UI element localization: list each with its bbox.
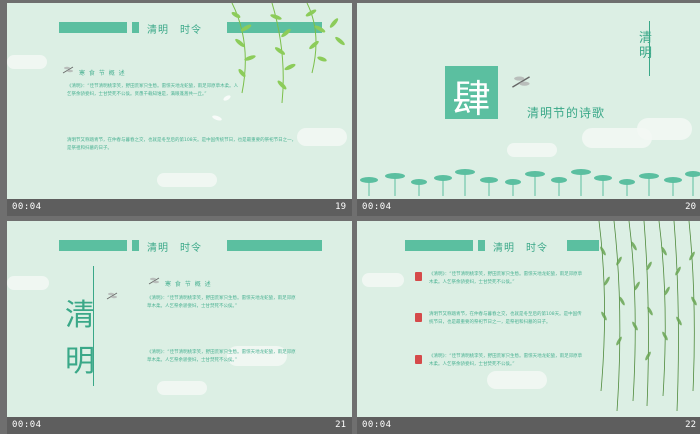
slide-footer: 00:04 22 xyxy=(357,417,700,434)
section-subtitle: 寒 食 节 概 述 xyxy=(79,70,126,77)
header-square xyxy=(132,22,139,33)
willow-branch-illustration xyxy=(212,3,345,121)
header-title: 清明 时令 xyxy=(493,243,548,254)
cloud-decoration xyxy=(227,346,287,366)
slide-number: 22 xyxy=(685,420,696,430)
slide-canvas: 肆 清明节的诗歌 清明 xyxy=(357,3,700,199)
cloud-decoration xyxy=(637,118,692,140)
cloud-decoration xyxy=(157,173,217,187)
cloud-decoration xyxy=(297,128,347,146)
cloud-decoration xyxy=(7,276,49,290)
dragonfly-icon xyxy=(512,76,530,88)
slide-footer: 00:04 20 xyxy=(357,199,700,216)
vertical-title: 清明 xyxy=(639,31,653,61)
cloud-decoration xyxy=(507,143,557,157)
body-paragraph-1: 《清明》：“佳节清明桃李笑，野田荒冢只生愁。雷惊天地龙蛇蛰，雨足郊原草木柔。人乞… xyxy=(429,272,583,285)
header-square xyxy=(478,240,485,251)
header-title: 清明 时令 xyxy=(147,25,202,36)
section-number-box xyxy=(445,66,498,119)
section-number-char: 肆 xyxy=(452,77,491,121)
seal-stamp-icon xyxy=(415,355,422,364)
willow-tree-illustration xyxy=(598,221,697,412)
slide-canvas: 清明 时令 xyxy=(7,3,352,199)
section-subtitle: 寒 食 节 概 述 xyxy=(165,281,212,288)
slide-timing: 00:04 xyxy=(362,420,392,430)
lotus-leaves-illustration xyxy=(360,169,700,196)
vertical-title-line xyxy=(93,266,94,386)
slide-timing: 00:04 xyxy=(12,202,42,212)
header-bar-left xyxy=(405,240,473,251)
slide-thumbnail-20[interactable]: 肆 清明节的诗歌 清明 xyxy=(357,3,700,216)
body-paragraph-3: 《清明》：“佳节清明桃李笑，野田荒冢只生愁。雷惊天地龙蛇蛰，雨足郊原草木柔。人乞… xyxy=(429,354,583,367)
slide-number: 21 xyxy=(335,420,346,430)
slide-number: 19 xyxy=(335,202,346,212)
dragonfly-icon xyxy=(62,66,74,74)
header-bar-right xyxy=(227,22,322,33)
dragonfly-icon xyxy=(106,292,118,300)
slide-canvas: 清明 时令 xyxy=(357,221,700,417)
body-paragraph-2: 《清明》：“佳节清明桃李笑，野田荒冢只生愁。雷惊天地龙蛇蛰，雨足郊原草木柔。人乞… xyxy=(147,350,296,363)
cloud-decoration xyxy=(582,128,652,148)
dragonfly-icon xyxy=(148,277,160,285)
body-paragraph-2: 清明节又称踏青节，在仲春与暮春之交，也就是冬至后的第108天。是中国传统节日，也… xyxy=(429,312,582,325)
slide-number: 20 xyxy=(685,202,696,212)
slide-footer: 00:04 19 xyxy=(7,199,352,216)
header-bar-left xyxy=(59,240,127,251)
seal-stamp-icon xyxy=(415,272,422,281)
body-paragraph-1: 《清明》：“佳节清明桃李笑，野田荒冢只生愁。雷惊天地龙蛇蛰，雨足郊原草木柔。人乞… xyxy=(67,84,239,97)
slide-timing: 00:04 xyxy=(362,202,392,212)
body-paragraph-1: 《清明》：“佳节清明桃李笑，野田荒冢只生愁。雷惊天地龙蛇蛰，雨足郊原草木柔。人乞… xyxy=(147,296,296,309)
slide-thumbnail-19[interactable]: 清明 时令 xyxy=(7,3,352,216)
slide-canvas: 清明 时令 清明 寒 食 节 概 述 《清明》：“佳节清明桃李笑，野田荒冢只生愁… xyxy=(7,221,352,417)
vertical-title-line xyxy=(649,21,650,76)
header-square xyxy=(132,240,139,251)
body-paragraph-2: 清明节又称踏青节，在仲春与暮春之交，也就是冬至后的第108天。是中国传统节日，也… xyxy=(67,138,297,151)
vertical-title-large: 清明 xyxy=(65,298,95,379)
header-title: 清明 时令 xyxy=(147,243,202,254)
cloud-decoration xyxy=(487,371,547,389)
header-bar-right xyxy=(567,240,599,251)
slide-thumbnail-21[interactable]: 清明 时令 清明 寒 食 节 概 述 《清明》：“佳节清明桃李笑，野田荒冢只生愁… xyxy=(7,221,352,434)
header-bar-right xyxy=(227,240,322,251)
cloud-decoration xyxy=(157,381,207,395)
seal-stamp-icon xyxy=(415,313,422,322)
slide-thumbnail-22[interactable]: 清明 时令 xyxy=(357,221,700,434)
slide-timing: 00:04 xyxy=(12,420,42,430)
cloud-decoration xyxy=(362,273,404,287)
header-bar-left xyxy=(59,22,127,33)
slide-footer: 00:04 21 xyxy=(7,417,352,434)
cloud-decoration xyxy=(7,55,47,69)
section-title: 清明节的诗歌 xyxy=(527,106,606,120)
